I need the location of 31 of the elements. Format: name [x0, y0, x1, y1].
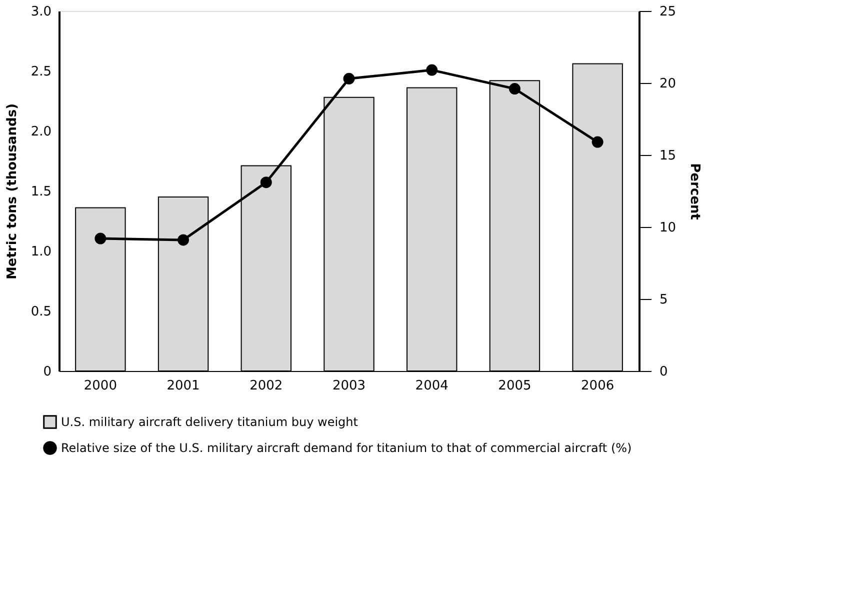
point — [508, 83, 520, 94]
y-tick-label: 1.0 — [30, 244, 52, 260]
x-tick-label: 2002 — [250, 378, 283, 394]
y-tick-label: 2.5 — [30, 64, 52, 80]
y-tick-label: 3.0 — [30, 4, 52, 20]
y2-axis-title: Percent — [687, 163, 702, 220]
y2-tick-label: 20 — [660, 76, 676, 92]
point — [94, 232, 106, 244]
point — [178, 234, 190, 246]
point — [426, 64, 438, 76]
x-tick-label: 2001 — [166, 378, 200, 394]
legend-label: U.S. military aircraft delivery titanium buy weight — [61, 415, 358, 429]
x-tick-label: 2003 — [332, 378, 366, 394]
point — [260, 176, 272, 188]
x-tick-label: 2006 — [581, 378, 614, 394]
y-tick-label: 0 — [43, 364, 52, 380]
y-tick-label: 0.5 — [30, 304, 52, 320]
legend-label: Relative size of the U.S. military aircraft demand for titanium to that of commercial aircraft (%) — [61, 441, 632, 455]
y2-tick-label: 25 — [660, 4, 676, 20]
point — [343, 72, 355, 84]
y2-tick-label: 5 — [660, 292, 668, 308]
y-tick-label: 2.0 — [30, 124, 52, 140]
y2-tick-label: 0 — [660, 364, 668, 380]
point — [592, 136, 604, 148]
y-tick-label: 1.5 — [30, 184, 52, 200]
x-tick-label: 2005 — [498, 378, 532, 394]
y-axis-title: Metric tons (thousands) — [4, 103, 20, 280]
y2-tick-label: 10 — [660, 220, 676, 236]
y2-tick-label: 15 — [660, 148, 676, 164]
x-tick-label: 2004 — [415, 378, 448, 394]
x-tick-label: 2000 — [84, 378, 117, 394]
